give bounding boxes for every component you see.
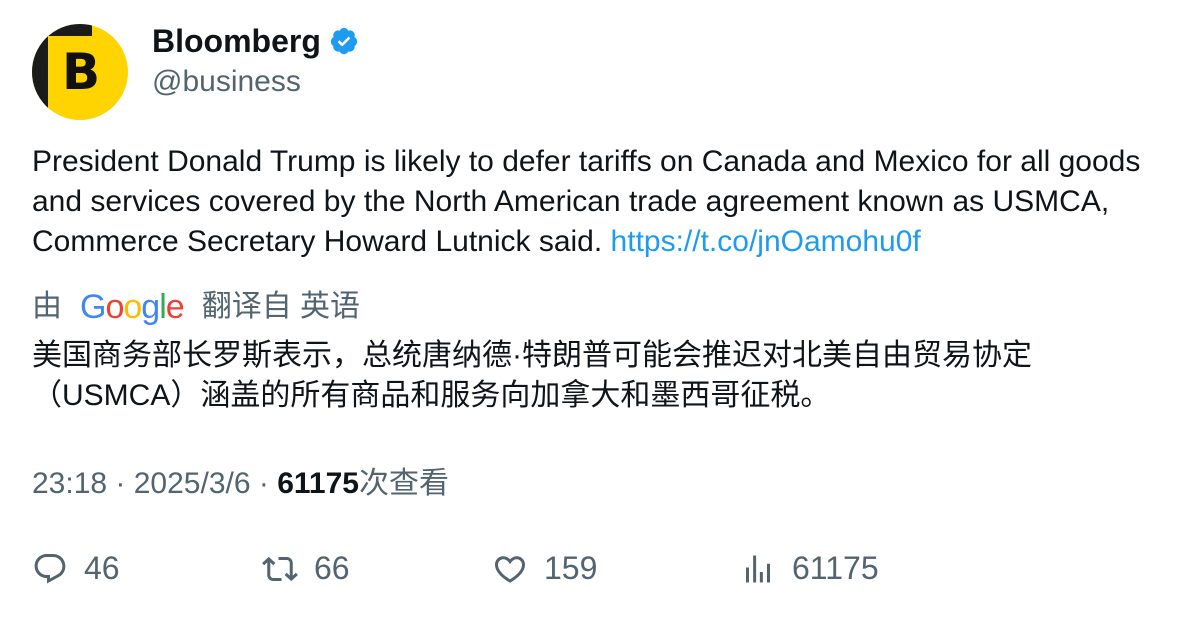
view-count-label: 次查看 [358, 467, 449, 500]
action-bar: 46 66 159 61175 [0, 550, 1196, 594]
reply-icon [34, 553, 66, 584]
verified-badge-icon [330, 27, 358, 55]
translation-prefix: 由 [32, 290, 62, 323]
translation-attribution: 由 Google 翻译自 英语 [32, 288, 360, 326]
avatar-shade [32, 24, 48, 120]
tweet-link[interactable]: https://t.co/jnOamohu0f [610, 225, 921, 258]
tweet-time[interactable]: 23:18 [32, 467, 108, 500]
heart-icon [494, 555, 526, 583]
translated-text: 美国商务部长罗斯表示，总统唐纳德·特朗普可能会推迟对北美自由贸易协定（USMCA… [32, 339, 1032, 412]
author-handle[interactable]: @business [152, 65, 301, 98]
tweet-meta: 23:18 · 2025/3/6 · 61175次查看 [32, 466, 449, 502]
reply-count: 46 [84, 550, 120, 586]
views-button[interactable]: 61175 [740, 550, 879, 587]
avatar-letter: B [62, 43, 101, 101]
author-name[interactable]: Bloomberg [152, 23, 321, 59]
tweet-date[interactable]: 2025/3/6 [133, 467, 251, 500]
tweet-body: President Donald Trump is likely to defe… [32, 145, 1141, 258]
views-count: 61175 [792, 550, 879, 586]
view-count: 61175 [277, 467, 359, 500]
avatar-shade-top [32, 24, 92, 36]
like-button[interactable]: 159 [492, 550, 597, 587]
meta-separator: · [107, 467, 134, 500]
author-name-row: Bloomberg [152, 22, 359, 60]
retweet-icon [262, 556, 298, 581]
reply-button[interactable]: 46 [32, 550, 120, 587]
retweet-count: 66 [314, 550, 350, 586]
analytics-icon [746, 555, 770, 582]
meta-separator: · [250, 467, 278, 500]
avatar[interactable]: B [32, 24, 128, 120]
retweet-button[interactable]: 66 [262, 550, 350, 587]
google-logo: Google [80, 288, 185, 326]
like-count: 159 [544, 550, 598, 586]
translation-suffix[interactable]: 翻译自 英语 [201, 290, 361, 323]
tweet-text: President Donald Trump is likely to defe… [32, 142, 1172, 262]
